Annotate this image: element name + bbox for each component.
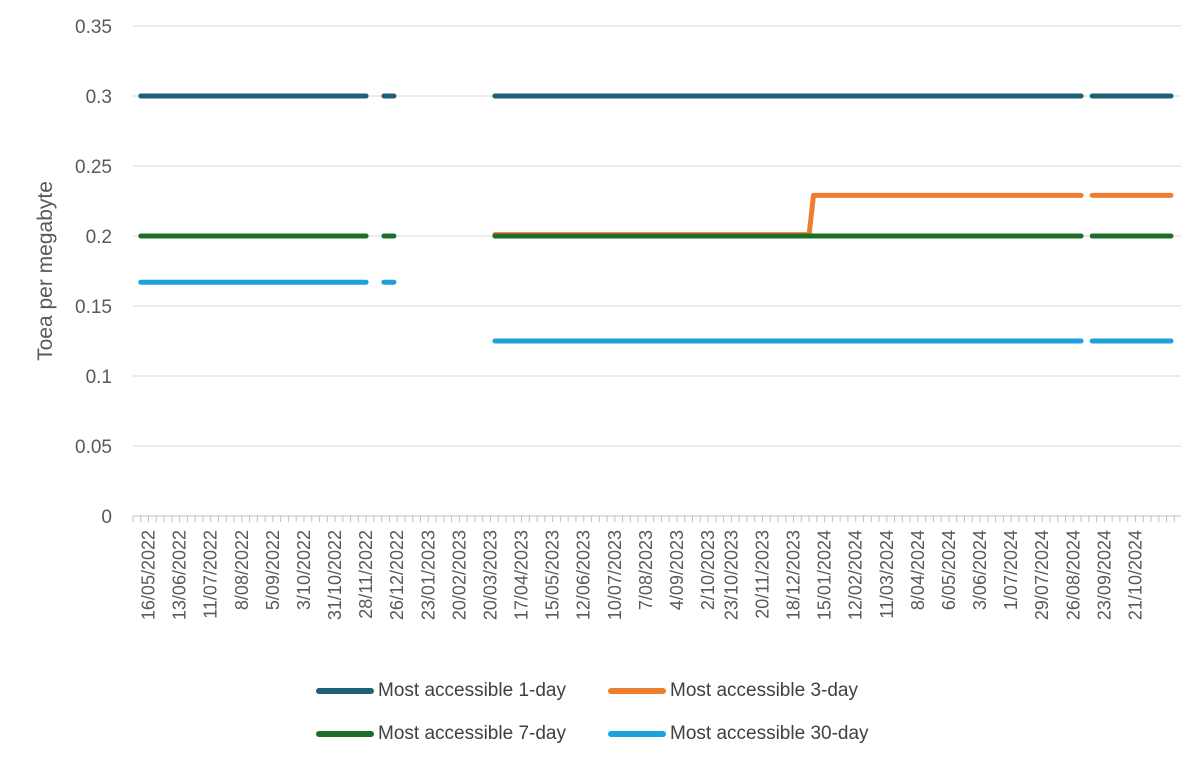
x-tick-label: 15/01/2024 [815,530,835,620]
x-tick-label: 18/12/2023 [784,530,804,620]
x-tick-label: 12/06/2023 [574,530,594,620]
x-tick-label: 20/02/2023 [449,530,469,620]
x-tick-label: 3/10/2022 [294,530,314,610]
x-tick-label: 2/10/2023 [698,530,718,610]
y-tick-label: 0.1 [86,367,112,388]
x-tick-label: 28/11/2022 [356,530,376,619]
y-tick-label: 0 [101,507,112,528]
legend-label-30-day: Most accessible 30-day [670,723,869,744]
legend-swatch-3-day [608,688,666,694]
legend-swatch-1-day [316,688,374,694]
legend-label-1-day: Most accessible 1-day [378,680,566,701]
y-axis-label: Toea per megabyte [34,181,57,361]
x-tick-label: 31/10/2022 [325,530,345,620]
y-tick-label: 0.2 [86,227,112,248]
x-tick-label: 8/04/2024 [908,530,928,610]
x-tick-label: 13/06/2022 [170,530,190,620]
y-tick-label: 0.05 [75,437,112,458]
legend-swatch-30-day [608,731,666,737]
y-tick-label: 0.15 [75,297,112,318]
x-tick-label: 7/08/2023 [636,530,656,610]
legend-label-7-day: Most accessible 7-day [378,723,566,744]
x-tick-label: 6/05/2024 [939,530,959,610]
x-axis: 16/05/2022 13/06/2022 11/07/2022 8/08/2022 5… [132,515,1181,620]
x-tick-label: 1/07/2024 [1001,530,1021,610]
legend-row-1: Most accessible 1-day Most accessible 3-… [0,676,1200,706]
x-tick-label: 4/09/2023 [667,530,687,610]
x-tick-label: 12/02/2024 [846,530,866,620]
legend-item-30-day: Most accessible 30-day [608,719,869,749]
x-tick-label: 11/07/2022 [201,530,221,619]
x-tick-label: 11/03/2024 [877,530,897,619]
x-tick-label: 23/10/2023 [721,530,741,620]
legend-item-7-day: Most accessible 7-day [316,719,566,749]
legend-swatch-7-day [316,731,374,737]
x-tick-label: 10/07/2023 [605,530,625,620]
y-tick-label: 0.25 [75,157,112,178]
series-line-2 [492,192,1084,238]
series-lines [138,93,1174,344]
x-tick-label: 23/09/2024 [1094,530,1114,620]
y-axis-ticks: 0 0.05 0.1 0.15 0.2 0.25 0.3 0.35 [75,17,112,528]
x-tick-label: 15/05/2023 [543,530,563,620]
x-tick-label: 5/09/2022 [263,530,283,610]
y-tick-label: 0.35 [75,17,112,38]
x-tick-label: 29/07/2024 [1032,530,1052,620]
x-tick-label: 26/08/2024 [1063,530,1083,620]
x-tick-label: 8/08/2022 [232,530,252,610]
y-tick-label: 0.3 [86,87,112,108]
x-tick-label: 17/04/2023 [512,530,532,620]
legend-row-2: Most accessible 7-day Most accessible 30… [0,719,1200,749]
x-tick-label: 26/12/2022 [387,530,407,620]
x-tick-label: 23/01/2023 [418,530,438,620]
legend-item-1-day: Most accessible 1-day [316,676,566,706]
x-tick-label: 3/06/2024 [970,530,990,610]
x-tick-label: 20/11/2023 [753,530,773,619]
x-tick-label: 16/05/2022 [139,530,159,620]
x-tick-label: 20/03/2023 [481,530,501,620]
legend-item-3-day: Most accessible 3-day [608,676,858,706]
x-tick-label: 21/10/2024 [1126,530,1146,620]
legend-label-3-day: Most accessible 3-day [670,680,858,701]
